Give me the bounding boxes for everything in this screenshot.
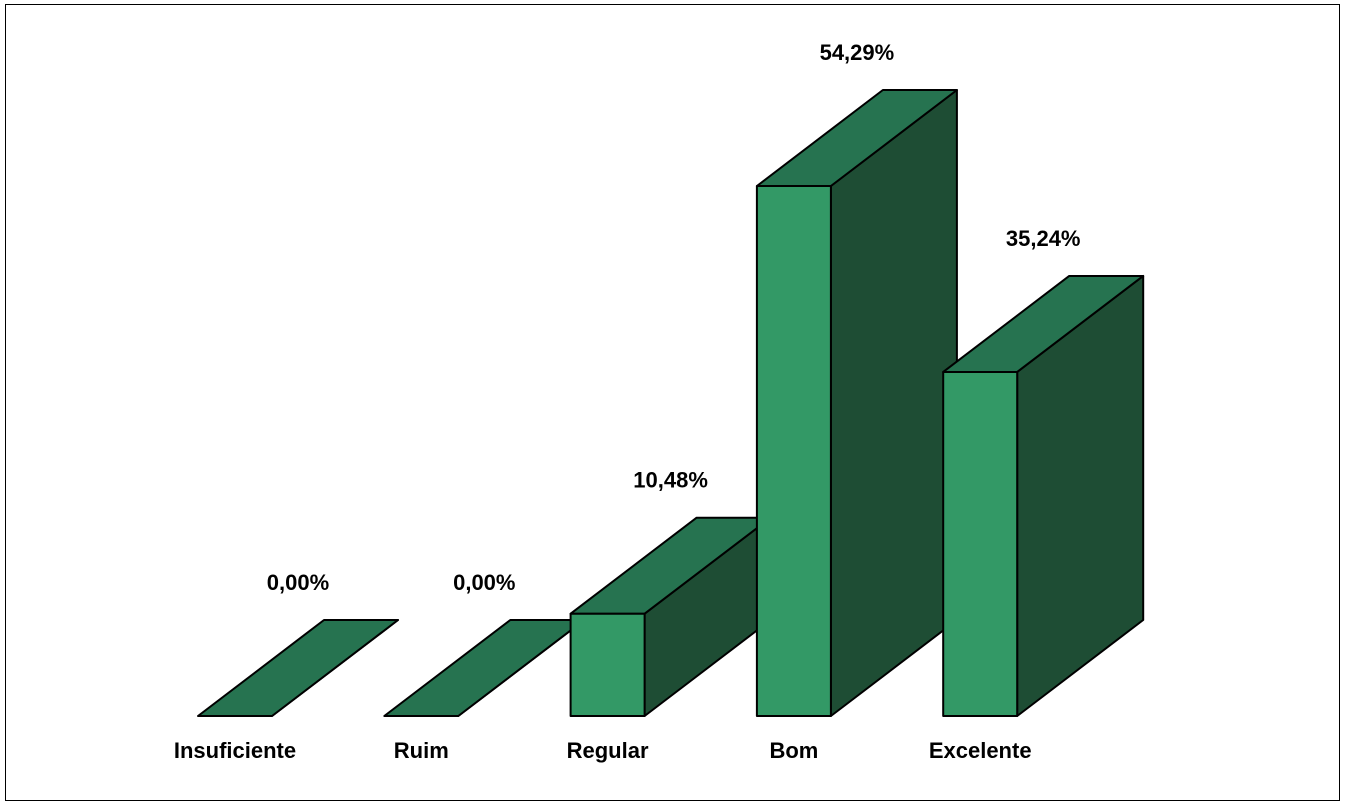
value-labels-layer: 0,00% 0,00% 10,48% 54,29% 35,24% <box>267 40 1081 595</box>
bar-top-face-insuficiente <box>197 619 399 717</box>
category-label-excelente: Excelente <box>929 738 1032 763</box>
value-label-insuficiente: 0,00% <box>267 570 329 595</box>
category-label-ruim: Ruim <box>394 738 449 763</box>
bar-excelente <box>942 274 1145 717</box>
bar-front-face-regular <box>569 612 646 717</box>
bars-layer <box>197 89 1145 717</box>
value-label-regular: 10,48% <box>633 468 708 493</box>
category-label-regular: Regular <box>567 738 649 763</box>
bar-insuficiente <box>197 619 399 717</box>
bar-regular <box>569 516 772 717</box>
value-label-bom: 54,29% <box>820 40 895 65</box>
category-label-bom: Bom <box>769 738 818 763</box>
category-label-insuficiente: Insuficiente <box>174 738 296 763</box>
value-label-excelente: 35,24% <box>1006 226 1081 251</box>
value-label-ruim: 0,00% <box>453 570 515 595</box>
bar-bom <box>755 89 958 717</box>
bar-top-face-ruim <box>383 619 586 717</box>
bar-side-face-bom <box>829 89 958 717</box>
category-labels-layer: Insuficiente Ruim Regular Bom Excelente <box>174 738 1032 763</box>
bar-ruim <box>383 619 586 717</box>
bar-front-face-bom <box>755 185 832 717</box>
bar-front-face-excelente <box>942 370 1019 717</box>
